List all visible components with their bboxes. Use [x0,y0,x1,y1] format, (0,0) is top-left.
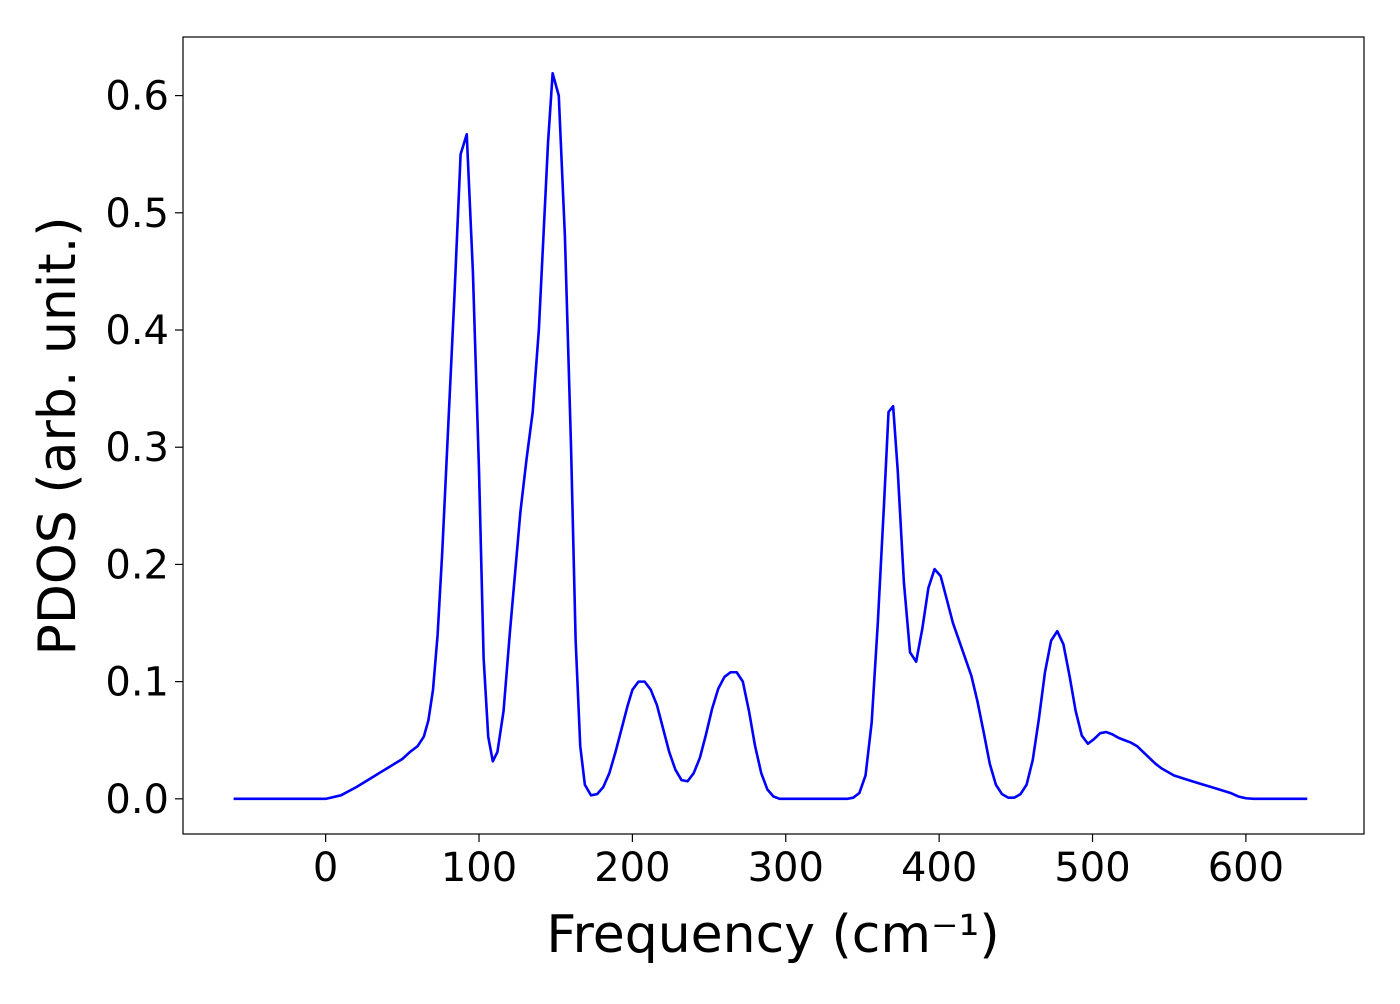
x-tick-label: 100 [441,845,517,891]
axes-frame [182,36,1365,835]
y-axis-label: PDOS (arb. unit.) [28,216,88,655]
x-tick-label: 600 [1208,845,1284,891]
x-tick-label: 500 [1054,845,1130,891]
y-tick-label: 0.4 [105,308,169,354]
x-axis-label: Frequency (cm⁻¹) [546,905,999,965]
y-tick-label: 0.0 [105,777,169,823]
y-tick-label: 0.1 [105,660,169,706]
x-tick-label: 200 [594,845,670,891]
x-tick-label: 0 [313,845,338,891]
y-tick-label: 0.3 [105,425,169,471]
x-tick-label: 300 [748,845,824,891]
x-tick-label: 400 [901,845,977,891]
y-tick-label: 0.2 [105,542,169,588]
y-tick-label: 0.5 [105,191,169,237]
y-tick-label: 0.6 [105,74,169,120]
data-line [233,72,1308,801]
